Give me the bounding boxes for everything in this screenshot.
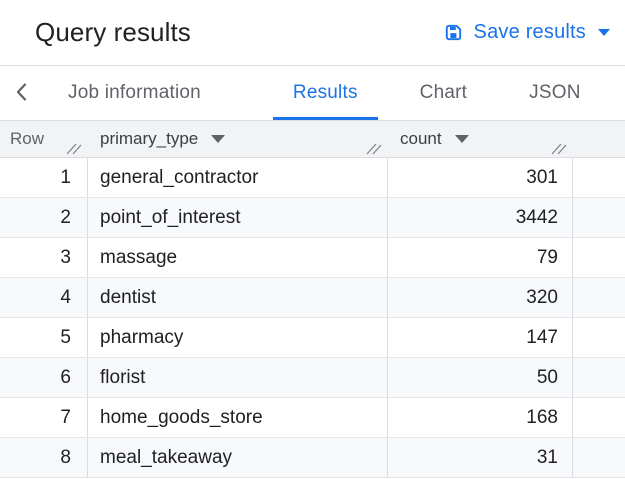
table-row: 7 home_goods_store 168: [0, 398, 625, 438]
caret-down-icon: [598, 29, 610, 36]
cell-filler: [573, 198, 625, 237]
tab-results[interactable]: Results: [273, 66, 378, 120]
tabs-scroll-left-button[interactable]: [15, 66, 41, 120]
column-menu-caret-icon[interactable]: [454, 135, 469, 143]
cell-row-number: 8: [0, 438, 88, 477]
tab-job-information[interactable]: Job information: [48, 66, 221, 120]
cell-filler: [573, 278, 625, 317]
cell-count: 50: [388, 358, 573, 397]
cell-row-number: 2: [0, 198, 88, 237]
cell-count: 147: [388, 318, 573, 357]
cell-count: 320: [388, 278, 573, 317]
cell-primary-type: massage: [88, 238, 388, 277]
cell-primary-type: home_goods_store: [88, 398, 388, 437]
cell-primary-type: point_of_interest: [88, 198, 388, 237]
column-header-primary-type[interactable]: primary_type: [88, 121, 388, 157]
save-results-button[interactable]: Save results: [443, 21, 610, 44]
cell-count: 168: [388, 398, 573, 437]
cell-filler: [573, 438, 625, 477]
cell-primary-type: meal_takeaway: [88, 438, 388, 477]
results-table-header: Row primary_type count: [0, 121, 625, 158]
cell-count: 301: [388, 158, 573, 197]
cell-filler: [573, 398, 625, 437]
column-resize-handle[interactable]: [550, 142, 567, 155]
tab-bar: Job information Results Chart JSON: [0, 66, 625, 121]
table-row: 1 general_contractor 301: [0, 158, 625, 198]
column-resize-handle[interactable]: [65, 142, 82, 155]
column-label-count: count: [400, 129, 442, 148]
column-label-primary-type: primary_type: [100, 129, 199, 148]
chevron-left-icon: [15, 82, 28, 105]
cell-filler: [573, 158, 625, 197]
tab-chart[interactable]: Chart: [400, 66, 487, 120]
cell-row-number: 6: [0, 358, 88, 397]
page-title: Query results: [35, 17, 191, 47]
table-row: 4 dentist 320: [0, 278, 625, 318]
cell-row-number: 4: [0, 278, 88, 317]
table-row: 3 massage 79: [0, 238, 625, 278]
cell-row-number: 3: [0, 238, 88, 277]
column-header-count[interactable]: count: [388, 121, 573, 157]
table-row: 6 florist 50: [0, 358, 625, 398]
results-table-body: 1 general_contractor 301 2 point_of_inte…: [0, 158, 625, 478]
tab-json[interactable]: JSON: [509, 66, 600, 120]
cell-row-number: 1: [0, 158, 88, 197]
cell-row-number: 7: [0, 398, 88, 437]
page-header: Query results Save results: [0, 0, 625, 66]
column-label-row: Row: [10, 129, 45, 148]
cell-row-number: 5: [0, 318, 88, 357]
save-results-label: Save results: [473, 21, 586, 43]
column-menu-caret-icon[interactable]: [211, 135, 226, 143]
cell-filler: [573, 238, 625, 277]
cell-primary-type: dentist: [88, 278, 388, 317]
cell-filler: [573, 318, 625, 357]
cell-primary-type: florist: [88, 358, 388, 397]
table-row: 8 meal_takeaway 31: [0, 438, 625, 478]
cell-count: 79: [388, 238, 573, 277]
cell-count: 3442: [388, 198, 573, 237]
column-header-filler: [573, 121, 625, 157]
save-icon: [443, 22, 464, 43]
cell-primary-type: general_contractor: [88, 158, 388, 197]
cell-count: 31: [388, 438, 573, 477]
table-row: 2 point_of_interest 3442: [0, 198, 625, 238]
column-resize-handle[interactable]: [365, 142, 382, 155]
cell-primary-type: pharmacy: [88, 318, 388, 357]
column-header-row: Row: [0, 121, 88, 157]
cell-filler: [573, 358, 625, 397]
table-row: 5 pharmacy 147: [0, 318, 625, 358]
